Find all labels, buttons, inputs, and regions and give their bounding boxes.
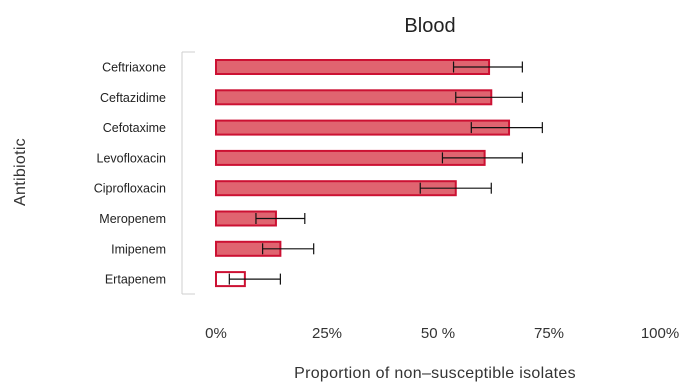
category-label: Imipenem: [111, 242, 166, 256]
bar: [215, 89, 493, 106]
x-tick-label: 50 %: [421, 325, 455, 342]
category-label: Ertapenem: [105, 273, 166, 287]
category-labels: Ceftriaxone Ceftazidime Cefotaxime Levoflox…: [94, 61, 166, 287]
bars: [215, 59, 511, 288]
category-label: Ceftriaxone: [102, 61, 166, 75]
x-tick-label: 75%: [534, 325, 564, 342]
x-tick-labels: 0% 25% 50 % 75% 100%: [205, 325, 679, 342]
chart-title: Blood: [404, 15, 455, 37]
category-label: Ciprofloxacin: [94, 182, 166, 196]
error-bars: [228, 61, 543, 285]
category-label: Levofloxacin: [97, 151, 167, 165]
x-tick-label: 0%: [205, 325, 227, 342]
category-label: Ceftazidime: [100, 91, 166, 105]
x-tick-label: 25%: [312, 325, 342, 342]
y-axis-label: Antibiotic: [12, 138, 29, 206]
x-tick-label: 100%: [641, 325, 679, 342]
x-axis-label: Proportion of non–susceptible isolates: [294, 365, 576, 382]
category-label: Meropenem: [99, 212, 166, 226]
category-label: Cefotaxime: [103, 121, 166, 135]
bar: [215, 119, 511, 136]
bar: [215, 59, 491, 75]
